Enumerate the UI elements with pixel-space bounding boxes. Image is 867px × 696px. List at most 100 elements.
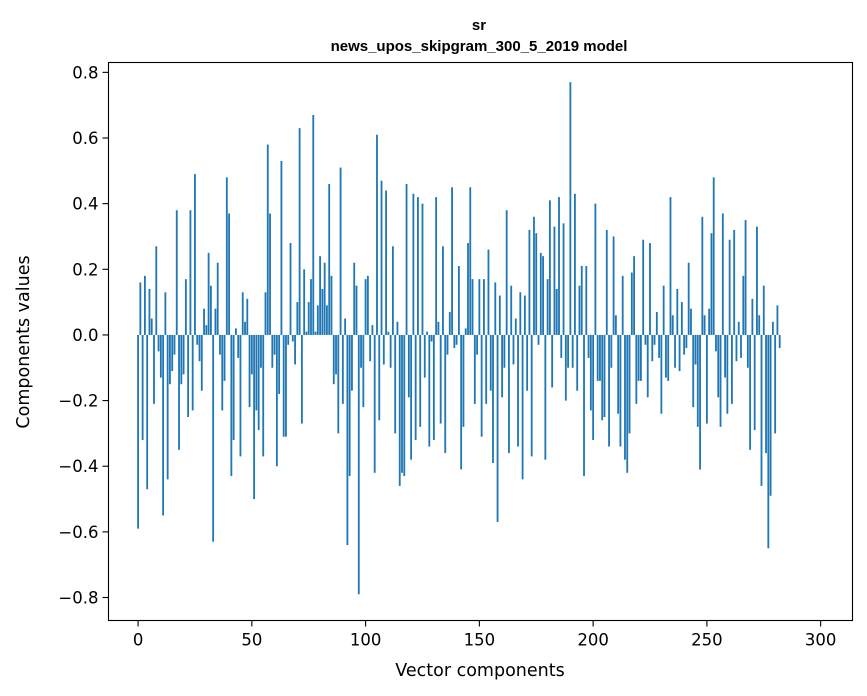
y-tick-label: 0.8 [72,63,98,82]
y-tick-label: −0.6 [58,523,98,542]
bar-101 [366,275,369,335]
bar-275 [762,285,765,335]
bar-153 [485,334,488,404]
bar-152 [483,279,485,335]
y-tick-label: 0.4 [72,195,98,214]
bar-66 [287,334,290,345]
bar-19 [180,334,183,385]
bar-77 [312,115,315,335]
bar-110 [387,331,390,335]
bar-147 [471,279,474,335]
bar-95 [353,262,356,335]
bar-220 [637,334,640,381]
y-tick-label: 0.6 [72,129,98,148]
bar-173 [530,334,533,457]
bar-256 [719,334,722,427]
bar-8 [155,246,158,335]
bar-185 [558,197,560,335]
bar-119 [407,334,410,398]
bar-69 [294,334,296,365]
bar-49 [248,334,251,408]
bar-195 [580,266,583,335]
bar-0 [137,334,139,529]
plot-frame [107,61,854,622]
bar-282 [778,334,781,349]
bar-80 [319,256,322,335]
bar-276 [765,334,767,454]
bar-264 [737,321,740,335]
bar-21 [184,279,187,335]
bar-246 [696,334,699,427]
bar-130 [432,334,435,440]
bar-228 [655,311,658,335]
bar-138 [451,187,453,335]
bar-86 [332,334,335,385]
bar-44 [237,334,240,358]
bar-36 [219,334,221,355]
bar-118 [405,183,408,335]
bar-52 [255,334,258,411]
bar-125 [421,203,424,335]
bar-158 [496,334,499,523]
bar-169 [521,334,524,480]
bar-23 [189,210,192,335]
y-axis-label: Components values [14,255,34,428]
bar-13 [166,334,169,480]
bar-270 [751,298,754,335]
bar-205 [603,334,606,417]
bar-174 [533,216,535,335]
bar-261 [731,334,733,404]
bar-41 [230,334,233,477]
bar-26 [196,334,199,345]
bar-214 [624,334,626,460]
bar-241 [685,334,688,349]
bar-120 [410,334,413,460]
bar-251 [708,308,711,335]
bar-132 [437,321,440,335]
bar-68 [291,334,294,342]
bar-90 [341,334,344,404]
bar-145 [467,243,469,335]
bar-175 [535,233,538,335]
bar-281 [776,305,779,335]
bar-238 [678,334,681,372]
bar-280 [774,334,777,434]
bar-199 [589,334,592,411]
bar-212 [619,334,622,447]
bar-271 [753,334,756,431]
bar-97 [357,334,360,595]
bar-51 [253,334,256,500]
bar-37 [221,334,224,411]
bar-84 [328,183,331,335]
bar-7 [153,334,155,404]
bar-162 [505,210,508,335]
bar-34 [214,308,217,335]
x-axis-ticks: 0 50 100 150 200 250 300 [133,620,836,650]
bar-239 [680,302,683,335]
bar-150 [478,279,481,335]
bar-17 [175,210,178,335]
bar-85 [330,275,333,335]
bar-221 [639,334,642,381]
bar-102 [369,334,372,362]
bar-127 [426,331,428,335]
bar-252 [710,233,713,335]
bar-170 [523,295,526,335]
bar-28 [200,334,203,391]
bar-50 [250,334,253,375]
bar-279 [771,321,774,335]
bar-9 [157,334,160,352]
bar-47 [244,321,246,335]
bar-188 [564,334,567,401]
bar-209 [612,236,615,335]
bar-73 [303,269,306,335]
bar-61 [275,334,278,467]
bar-104 [373,334,376,473]
bar-229 [658,334,661,358]
bar-245 [694,334,697,365]
bar-12 [164,292,167,335]
bar-260 [728,239,731,335]
bar-154 [487,249,490,335]
chart-subtitle: news_upos_skipgram_300_5_2019 model [331,38,628,55]
bar-134 [442,246,444,335]
